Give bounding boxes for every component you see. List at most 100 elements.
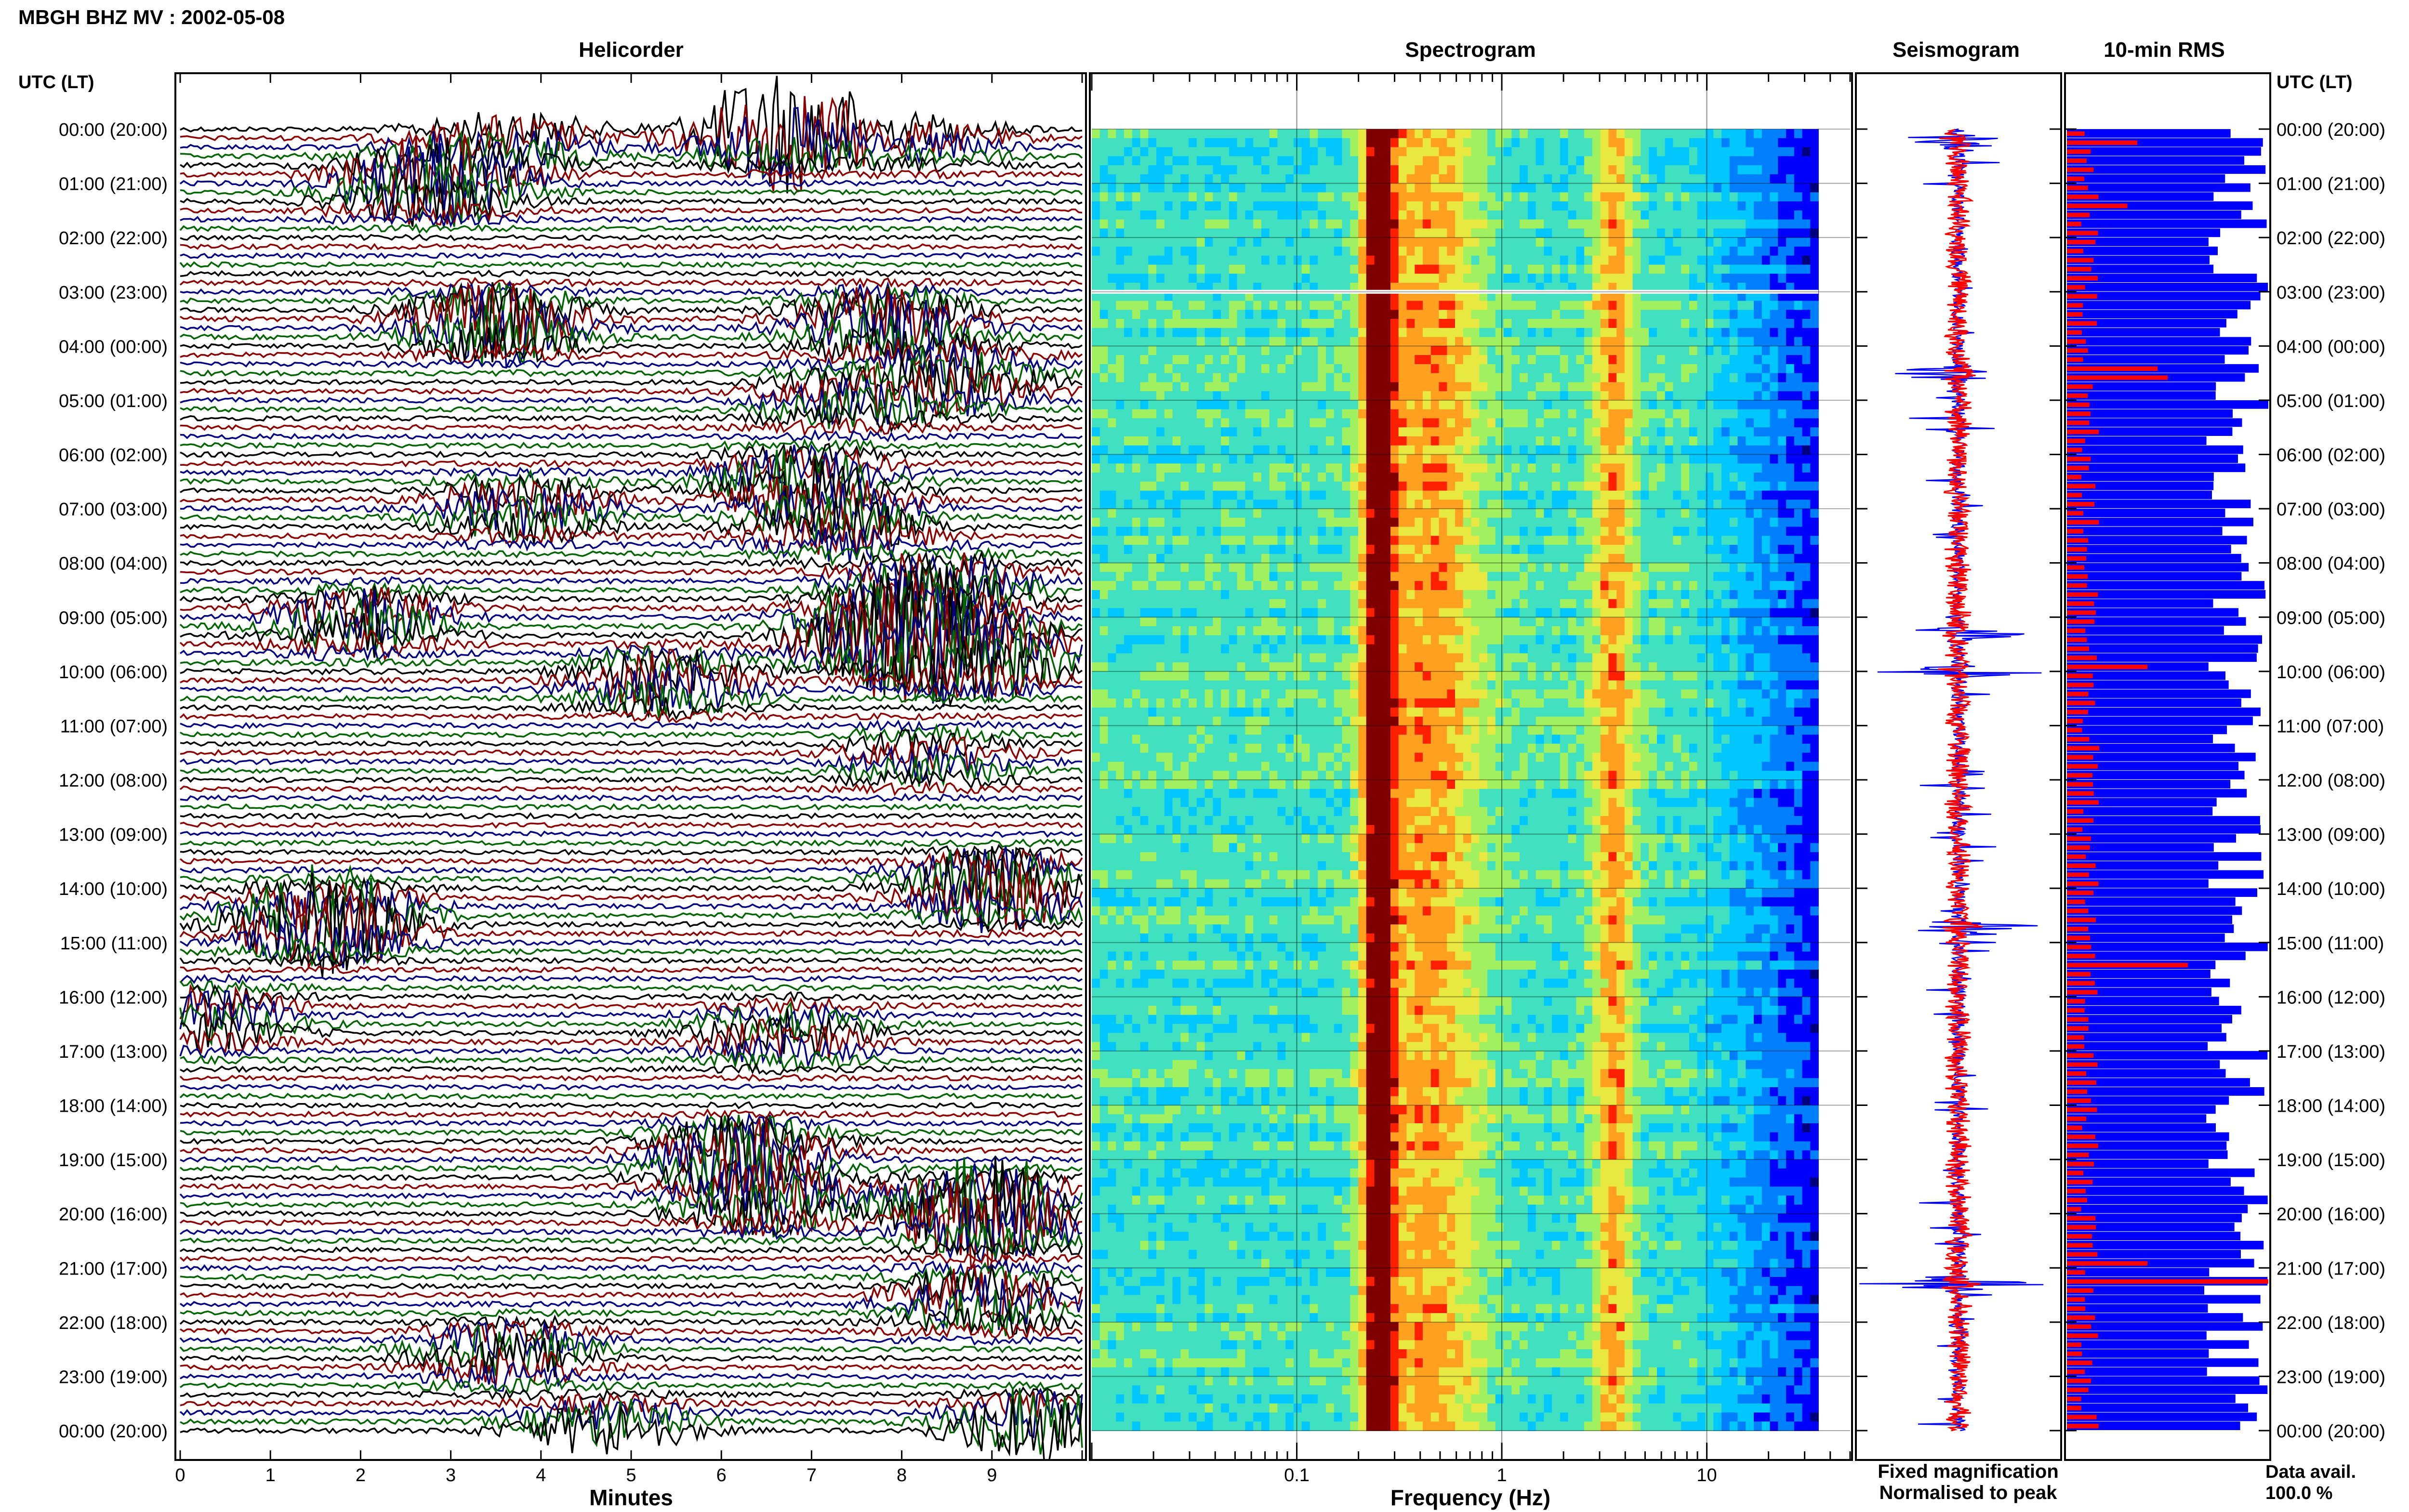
spectrogram-cell [1673,156,1682,166]
spectrogram-cell [1641,572,1649,581]
spectrogram-cell [1794,283,1803,292]
spectrogram-cell [1277,445,1286,455]
spectrogram-cell [1737,553,1747,564]
helicorder-trace [180,849,1083,906]
spectrogram-cell [1390,581,1399,591]
spectrogram-cell [1770,246,1779,256]
spectrogram-cell [1439,572,1448,581]
spectrogram-cell [1124,255,1133,265]
spectrogram-cell [1487,165,1496,175]
spectrogram-cell [1204,382,1214,392]
spectrogram-cell [1641,337,1649,347]
helicorder-trace [179,1074,1083,1082]
spectrogram-cell [1737,337,1747,347]
spectrogram-cell [1794,174,1803,184]
spectrogram-cell [1148,373,1157,383]
helicorder-trace [180,1150,1083,1210]
spectrogram-cell [1366,545,1375,554]
spectrogram-cell [1164,310,1173,319]
spectrogram-cell [1778,563,1787,573]
spectrogram-cell [1632,473,1641,482]
spectrogram-cell [1221,490,1230,500]
spectrogram-cell [1713,509,1722,518]
spectrogram-cell [1423,418,1431,428]
spectrogram-cell [1430,517,1440,527]
spectrogram-cell [1374,355,1383,365]
spectrogram-cell [1535,490,1545,500]
helicorder-trace [180,719,1083,732]
spectrogram-cell [1132,274,1141,283]
spectrogram-cell [1746,192,1754,202]
spectrogram-cell [1253,283,1262,292]
spectrogram-cell [1366,129,1375,139]
spectrogram-cell [1689,581,1698,591]
spectrogram-cell [1430,382,1440,392]
spectrogram-cell [1527,246,1536,256]
spectrogram-cell [1584,291,1593,302]
spectrogram-cell [1487,301,1496,311]
spectrogram-cell [1705,237,1714,247]
spectrogram-cell [1382,283,1391,292]
spectrogram-cell [1754,129,1762,139]
spectrogram-cell [1624,219,1633,229]
spectrogram-cell [1390,192,1399,202]
spectrogram-cell [1318,228,1326,238]
spectrogram-cell [1673,319,1682,329]
spectrogram-cell [1721,409,1730,419]
spectrogram-cell [1148,255,1157,265]
spectrogram-cell [1632,454,1641,464]
spectrogram-cell [1301,219,1310,229]
spectrogram-cell [1754,581,1762,591]
spectrogram-cell [1221,373,1230,383]
spectrogram-cell [1318,599,1326,609]
spectrogram-cell [1140,481,1149,491]
spectrogram-cell [1406,490,1416,500]
spectrogram-cell [1624,228,1633,238]
spectrogram-cell [1641,283,1649,292]
spectrogram-cell [1624,536,1633,545]
spectrogram-cell [1116,246,1125,256]
spectrogram-cell [1148,319,1157,329]
spectrogram-cell [1423,500,1431,509]
spectrogram-cell [1447,283,1456,292]
spectrogram-cell [1293,473,1302,482]
spectrogram-cell [1778,337,1787,347]
spectrogram-cell [1544,283,1552,292]
spectrogram-cell [1430,301,1440,311]
spectrogram-cell [1156,481,1165,491]
spectrogram-cell [1681,319,1690,329]
spectrogram-cell [1358,355,1367,365]
spectrogram-cell [1108,346,1117,355]
spectrogram-cell [1520,264,1528,275]
spectrogram-cell [1164,545,1173,554]
spectrogram-cell [1415,264,1423,275]
spectrogram-cell [1487,255,1496,265]
spectrogram-cell [1770,545,1779,554]
spectrogram-cell [1608,192,1617,202]
spectrogram-cell [1786,283,1795,292]
spectrogram-cell [1261,129,1270,139]
spectrogram-cell [1552,328,1561,338]
spectrogram-cell [1713,147,1722,157]
spectrogram-cell [1390,355,1399,365]
spectrogram-cell [1358,473,1367,482]
spectrogram-cell [1794,427,1803,437]
spectrogram-cell [1301,264,1310,275]
spectrogram-cell [1325,599,1335,609]
spectrogram-cell [1592,545,1601,554]
spectrogram-cell [1754,219,1762,229]
spectrogram-cell [1164,427,1173,437]
spectrogram-cell [1108,590,1117,600]
spectrogram-cell [1318,274,1326,283]
spectrogram-cell [1156,572,1165,581]
spectrogram-cell [1415,319,1423,329]
spectrogram-cell [1616,246,1625,256]
spectrogram-cell [1132,382,1141,392]
spectrogram-cell [1511,373,1520,383]
spectrogram-cell [1318,210,1326,220]
spectrogram-cell [1471,526,1480,537]
spectrogram-cell [1673,509,1682,518]
spectrogram-cell [1099,192,1109,202]
spectrogram-cell [1600,509,1609,518]
spectrogram-cell [1325,545,1335,554]
